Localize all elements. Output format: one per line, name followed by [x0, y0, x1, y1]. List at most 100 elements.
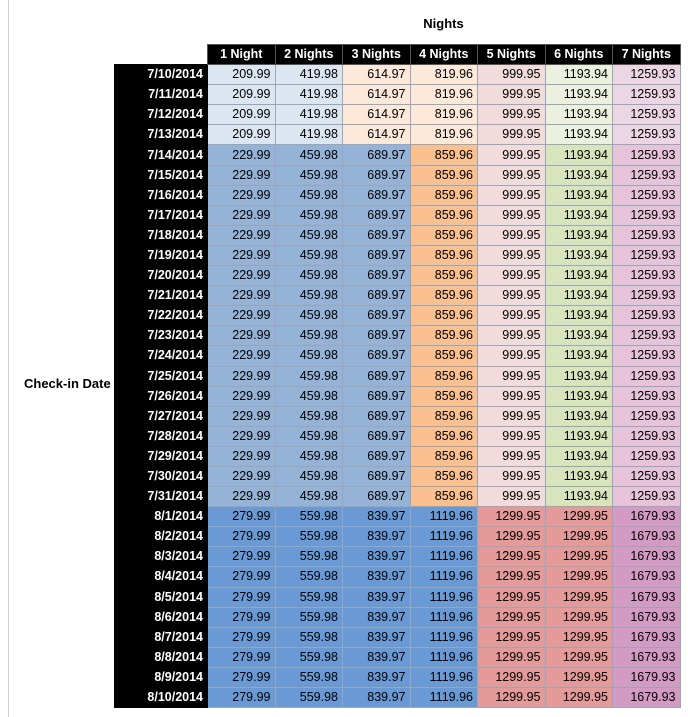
check-in-date: 8/7/2014 — [114, 626, 208, 648]
price-table: 1 Night 2 Nights 3 Nights 4 Nights 5 Nights 6… — [114, 43, 681, 709]
price-cell: 1193.94 — [544, 486, 613, 508]
price-cell: 1119.96 — [409, 646, 478, 668]
price-cell: 689.97 — [342, 305, 411, 327]
price-cell: 999.95 — [477, 64, 546, 86]
price-cell: 999.95 — [477, 405, 546, 427]
price-cell: 459.98 — [274, 445, 343, 467]
price-cell: 419.98 — [274, 124, 343, 146]
price-cell: 229.99 — [207, 184, 276, 206]
price-cell: 459.98 — [274, 204, 343, 226]
table-row: 8/4/2014 279.99 559.98 839.97 1119.96 1299.95… — [114, 566, 681, 588]
price-cell: 229.99 — [207, 265, 276, 287]
price-cell: 1259.93 — [612, 265, 681, 287]
price-cell: 1299.95 — [477, 506, 546, 528]
price-cell: 1679.93 — [612, 686, 681, 709]
price-cell: 279.99 — [207, 606, 276, 628]
price-cell: 999.95 — [477, 84, 546, 106]
price-cell: 689.97 — [342, 385, 411, 407]
check-in-date: 8/2/2014 — [114, 526, 208, 548]
price-cell: 1299.95 — [477, 666, 546, 689]
price-cell: 689.97 — [342, 345, 411, 367]
price-cell: 1259.93 — [612, 164, 681, 186]
column-header: 5 Nights — [477, 43, 546, 66]
price-cell: 999.95 — [477, 465, 546, 488]
table-row: 7/28/2014 229.99 459.98 689.97 859.96 999.95 1… — [114, 425, 681, 447]
check-in-date: 7/13/2014 — [114, 124, 208, 146]
price-cell: 1193.94 — [544, 224, 613, 246]
price-cell: 689.97 — [342, 144, 411, 166]
price-cell: 1299.95 — [477, 546, 546, 568]
price-cell: 419.98 — [274, 64, 343, 86]
price-cell: 839.97 — [342, 566, 411, 588]
price-cell: 279.99 — [207, 666, 276, 689]
price-cell: 459.98 — [274, 385, 343, 407]
price-cell: 839.97 — [342, 546, 411, 568]
price-cell: 999.95 — [477, 345, 546, 367]
price-cell: 999.95 — [477, 244, 546, 267]
price-cell: 1299.95 — [544, 586, 613, 608]
price-cell: 559.98 — [274, 586, 343, 608]
price-cell: 419.98 — [274, 84, 343, 106]
price-cell: 1299.95 — [544, 546, 613, 568]
price-cell: 859.96 — [409, 265, 478, 287]
price-cell: 459.98 — [274, 325, 343, 347]
price-cell: 1299.95 — [544, 606, 613, 628]
check-in-date: 7/26/2014 — [114, 385, 208, 407]
price-cell: 459.98 — [274, 365, 343, 387]
price-cell: 1119.96 — [409, 546, 478, 568]
price-cell: 229.99 — [207, 164, 276, 186]
price-cell: 999.95 — [477, 164, 546, 186]
table-row: 8/5/2014 279.99 559.98 839.97 1119.96 1299.95… — [114, 586, 681, 608]
check-in-date: 8/1/2014 — [114, 506, 208, 528]
price-cell: 1259.93 — [612, 445, 681, 467]
table-row: 7/26/2014 229.99 459.98 689.97 859.96 999.95 1… — [114, 385, 681, 407]
table-row: 7/21/2014 229.99 459.98 689.97 859.96 999.95 1… — [114, 285, 681, 307]
price-cell: 1193.94 — [544, 244, 613, 267]
price-cell: 1679.93 — [612, 646, 681, 668]
price-cell: 559.98 — [274, 606, 343, 628]
price-cell: 689.97 — [342, 184, 411, 206]
price-cell: 229.99 — [207, 204, 276, 226]
price-cell: 1193.94 — [544, 425, 613, 447]
table-row: 7/19/2014 229.99 459.98 689.97 859.96 999.95 1… — [114, 244, 681, 267]
price-cell: 559.98 — [274, 666, 343, 689]
table-row: 7/11/2014 209.99 419.98 614.97 819.96 999.95 1… — [114, 84, 681, 106]
price-cell: 279.99 — [207, 546, 276, 568]
check-in-date: 7/18/2014 — [114, 224, 208, 246]
check-in-date: 7/12/2014 — [114, 104, 208, 126]
price-cell: 859.96 — [409, 164, 478, 186]
table-row: 8/3/2014 279.99 559.98 839.97 1119.96 1299.95… — [114, 546, 681, 568]
price-cell: 1259.93 — [612, 244, 681, 267]
price-cell: 229.99 — [207, 486, 276, 508]
price-cell: 689.97 — [342, 465, 411, 488]
price-cell: 999.95 — [477, 104, 546, 126]
corner — [114, 44, 208, 65]
price-cell: 614.97 — [342, 104, 411, 126]
price-cell: 1119.96 — [409, 626, 478, 648]
check-in-date: 7/30/2014 — [114, 465, 208, 488]
check-in-date: 7/10/2014 — [114, 64, 208, 86]
table-row: 7/30/2014 229.99 459.98 689.97 859.96 999.95 1… — [114, 465, 681, 488]
price-cell: 1193.94 — [544, 164, 613, 186]
price-cell: 859.96 — [409, 425, 478, 447]
price-cell: 559.98 — [274, 526, 343, 548]
table-row: 7/16/2014 229.99 459.98 689.97 859.96 999.95 1… — [114, 184, 681, 206]
price-cell: 819.96 — [409, 104, 478, 126]
price-cell: 559.98 — [274, 546, 343, 568]
price-cell: 1259.93 — [612, 465, 681, 488]
table-row: 7/14/2014 229.99 459.98 689.97 859.96 999.95 1… — [114, 144, 681, 166]
price-cell: 689.97 — [342, 405, 411, 427]
price-cell: 999.95 — [477, 204, 546, 226]
check-in-date: 8/6/2014 — [114, 606, 208, 628]
check-in-date: 7/28/2014 — [114, 425, 208, 447]
price-cell: 859.96 — [409, 385, 478, 407]
table-row: 8/1/2014 279.99 559.98 839.97 1119.96 1299.95… — [114, 506, 681, 528]
price-cell: 1259.93 — [612, 144, 681, 166]
price-cell: 859.96 — [409, 365, 478, 387]
price-cell: 689.97 — [342, 425, 411, 447]
price-cell: 1193.94 — [544, 84, 613, 106]
price-cell: 1119.96 — [409, 506, 478, 528]
check-in-date: 8/9/2014 — [114, 666, 208, 689]
price-cell: 229.99 — [207, 405, 276, 427]
price-cell: 819.96 — [409, 84, 478, 106]
